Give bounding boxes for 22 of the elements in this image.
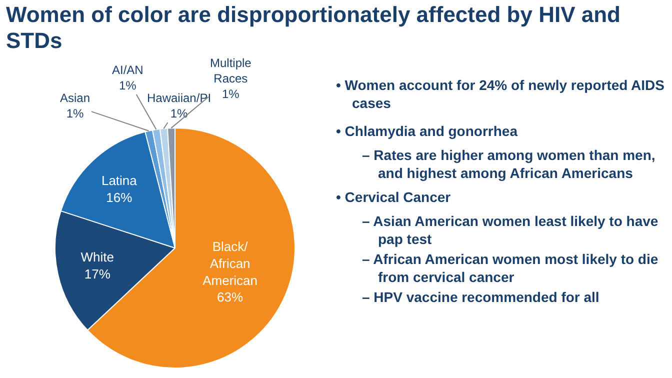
text: – Rates are higher among women than men, and highest among African Americans (362, 146, 656, 182)
data-label: 1% (170, 106, 188, 121)
text: • Cervical Cancer (336, 188, 452, 206)
data-label: 1% (222, 87, 240, 102)
text: – African American women most likely to die from cervical cancer (362, 250, 660, 286)
text: • Chlamydia and gonorrhea (336, 122, 519, 140)
slice-label: Latina (101, 173, 138, 188)
slice-label: Asian (60, 91, 90, 105)
data-label: 63% (217, 290, 244, 305)
data-label: 1% (66, 106, 84, 121)
data-label: 16% (106, 190, 133, 205)
slice-label: AI/AN (112, 63, 144, 77)
slice-label: Multiple Races (210, 56, 252, 86)
text: – HPV vaccine recommended for all (362, 288, 600, 306)
chart-title: Women of color are disproportionately affected by HIV and STDs (6, 2, 622, 54)
data-label: 17% (84, 266, 111, 282)
data-label: 1% (119, 78, 137, 93)
slice-label: White (80, 249, 114, 264)
text: – Asian American women least likely to have pap test (362, 212, 660, 248)
text: • Women account for 24% of newly reported AIDS cases (336, 76, 666, 112)
slice-label: Hawaiian/PI (147, 91, 212, 105)
slice-label: Black/African American (202, 238, 258, 288)
